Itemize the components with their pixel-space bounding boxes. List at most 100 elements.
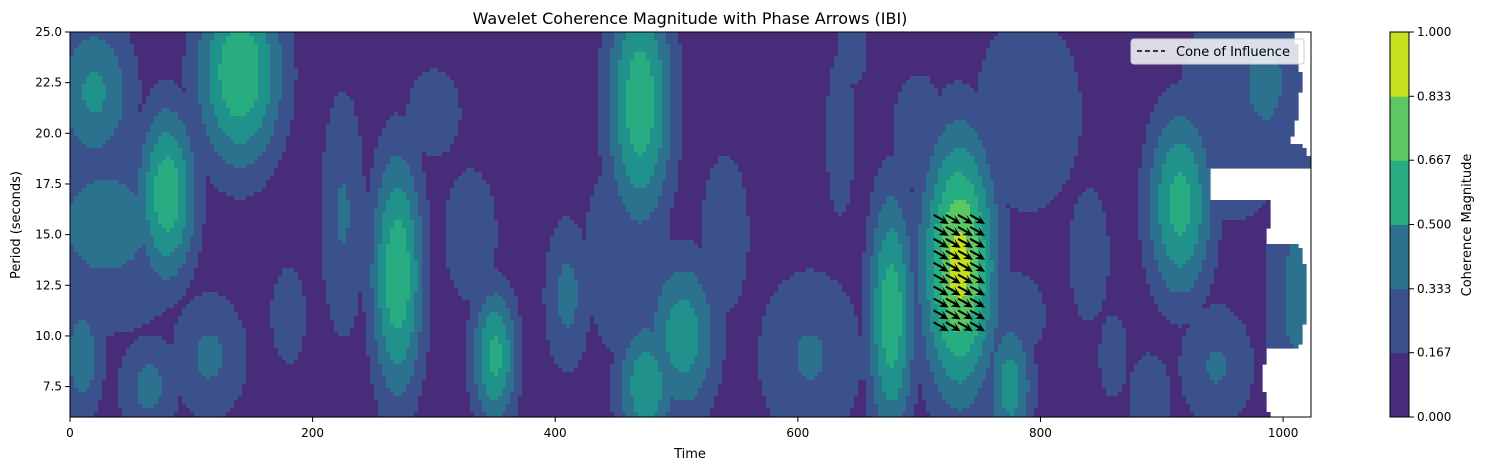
contour-cell bbox=[938, 352, 955, 357]
contour-cell bbox=[494, 252, 547, 257]
contour-cell bbox=[1082, 192, 1099, 197]
contour-cell bbox=[658, 364, 675, 369]
contour-cell bbox=[374, 260, 379, 265]
contour-cell bbox=[1198, 176, 1211, 181]
contour-cell bbox=[650, 180, 663, 185]
contour-cell bbox=[154, 404, 179, 409]
contour-cell bbox=[1158, 260, 1175, 265]
contour-cell bbox=[70, 332, 75, 337]
contour-cell bbox=[486, 384, 507, 389]
contour-cell bbox=[70, 284, 191, 289]
contour-cell bbox=[182, 152, 195, 157]
contour-cell bbox=[998, 236, 1011, 241]
contour-cell bbox=[278, 164, 323, 169]
contour-cell bbox=[246, 348, 279, 353]
contour-cell bbox=[1166, 248, 1195, 253]
contour-cell bbox=[138, 396, 159, 401]
contour-cell bbox=[546, 268, 563, 273]
contour-cell bbox=[1182, 336, 1251, 341]
contour-cell bbox=[274, 292, 303, 297]
contour-cell bbox=[362, 164, 375, 169]
contour-cell bbox=[378, 400, 419, 405]
contour-cell bbox=[746, 188, 831, 193]
contour-cell bbox=[106, 376, 119, 381]
contour-cell bbox=[850, 408, 867, 413]
contour-cell bbox=[246, 196, 323, 201]
contour-cell bbox=[186, 52, 199, 57]
contour-cell bbox=[974, 336, 987, 341]
contour-cell bbox=[1070, 284, 1107, 289]
contour-cell bbox=[1126, 348, 1183, 353]
contour-cell bbox=[706, 196, 747, 201]
contour-cell bbox=[1126, 376, 1131, 381]
contour-cell bbox=[1190, 148, 1207, 153]
contour-cell bbox=[1098, 344, 1127, 349]
contour-cell bbox=[1226, 360, 1255, 365]
contour-cell bbox=[906, 404, 915, 409]
contour-cell bbox=[650, 136, 663, 141]
contour-cell bbox=[386, 280, 411, 285]
contour-cell bbox=[394, 360, 403, 365]
contour-cell bbox=[1218, 244, 1267, 249]
contour-cell bbox=[1202, 140, 1291, 145]
contour-cell bbox=[390, 312, 407, 317]
contour-cell bbox=[654, 316, 671, 321]
contour-cell bbox=[466, 388, 479, 393]
contour-cell bbox=[862, 256, 871, 261]
contour-cell bbox=[926, 284, 935, 289]
contour-cell bbox=[382, 128, 459, 133]
contour-cell bbox=[186, 252, 199, 257]
contour-cell bbox=[586, 220, 639, 225]
contour-cell bbox=[1198, 272, 1215, 277]
contour-cell bbox=[70, 388, 79, 393]
contour-cell bbox=[758, 368, 799, 373]
contour-cell bbox=[670, 132, 683, 137]
contour-cell bbox=[622, 376, 631, 381]
contour-cell bbox=[574, 272, 675, 277]
phase-arrow bbox=[969, 261, 986, 272]
contour-cell bbox=[978, 356, 991, 361]
contour-cell bbox=[662, 136, 671, 141]
contour-cell bbox=[138, 104, 143, 109]
contour-cell bbox=[898, 396, 907, 401]
contour-cell bbox=[982, 348, 995, 353]
contour-cell bbox=[222, 60, 259, 65]
contour-cell bbox=[478, 324, 487, 329]
colorbar-tick-label: 0.667 bbox=[1417, 153, 1451, 167]
contour-cell bbox=[1078, 144, 1143, 149]
contour-cell bbox=[946, 180, 971, 185]
contour-cell bbox=[630, 76, 655, 81]
contour-cell bbox=[206, 216, 323, 221]
contour-cell bbox=[1278, 64, 1299, 69]
contour-cell bbox=[934, 236, 943, 241]
contour-cell bbox=[1174, 144, 1187, 149]
contour-cell bbox=[1142, 152, 1155, 157]
contour-cell bbox=[126, 260, 151, 265]
contour-cell bbox=[386, 244, 407, 249]
contour-cell bbox=[430, 316, 471, 321]
contour-cell bbox=[1106, 212, 1139, 217]
contour-cell bbox=[278, 160, 323, 165]
contour-cell bbox=[902, 368, 911, 373]
contour-cell bbox=[94, 412, 123, 417]
contour-cell bbox=[414, 256, 423, 261]
contour-cell bbox=[598, 72, 611, 77]
contour-cell bbox=[446, 204, 495, 209]
contour-cell bbox=[894, 132, 943, 137]
contour-cell bbox=[610, 364, 623, 369]
contour-cell bbox=[210, 84, 223, 89]
contour-cell bbox=[322, 244, 375, 249]
contour-cell bbox=[498, 368, 511, 373]
contour-cell bbox=[658, 300, 679, 305]
contour-cell bbox=[662, 92, 671, 97]
contour-cell bbox=[498, 292, 515, 297]
contour-cell bbox=[874, 396, 887, 401]
contour-cell bbox=[662, 100, 671, 105]
contour-cell bbox=[930, 324, 939, 329]
contour-cell bbox=[658, 40, 667, 45]
contour-cell bbox=[70, 300, 179, 305]
contour-cell bbox=[410, 164, 423, 169]
contour-cell bbox=[1166, 160, 1195, 165]
contour-cell bbox=[670, 224, 703, 229]
contour-cell bbox=[994, 384, 1003, 389]
